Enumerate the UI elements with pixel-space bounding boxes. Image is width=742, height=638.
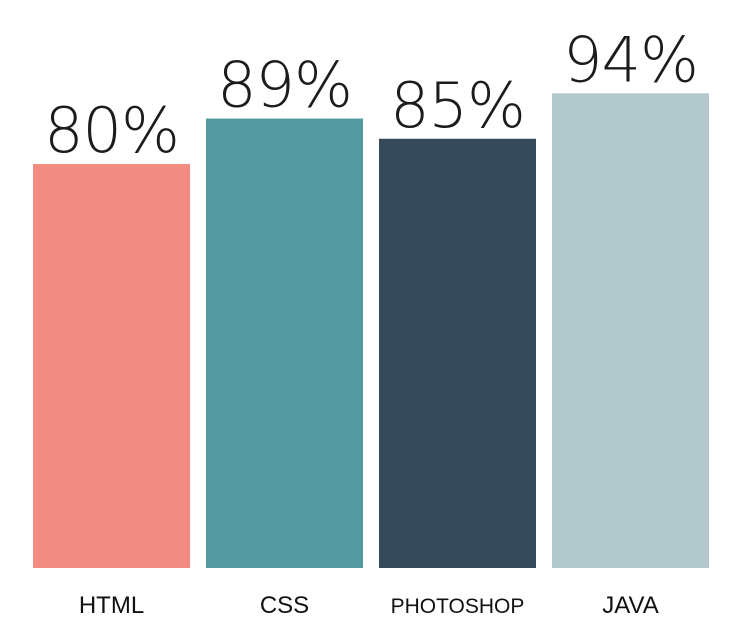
category-labels-layer: HTML CSS PHOTOSHOP JAVA xyxy=(79,592,659,619)
category-label-photoshop: PHOTOSHOP xyxy=(391,595,525,618)
category-label-java: JAVA xyxy=(602,592,658,619)
value-labels-layer: 80% 89% 85% 94% xyxy=(44,23,699,167)
value-label-css: 89% xyxy=(217,49,352,122)
bar-java xyxy=(552,93,709,569)
bars-layer xyxy=(33,93,709,569)
category-label-html: HTML xyxy=(79,592,144,619)
value-label-photoshop: 85% xyxy=(390,69,525,142)
value-label-java: 94% xyxy=(563,23,698,96)
category-label-css: CSS xyxy=(260,592,309,619)
bar-css xyxy=(206,118,363,569)
bar-photoshop xyxy=(379,138,536,568)
bar-html xyxy=(33,164,190,568)
value-label-html: 80% xyxy=(44,94,179,167)
